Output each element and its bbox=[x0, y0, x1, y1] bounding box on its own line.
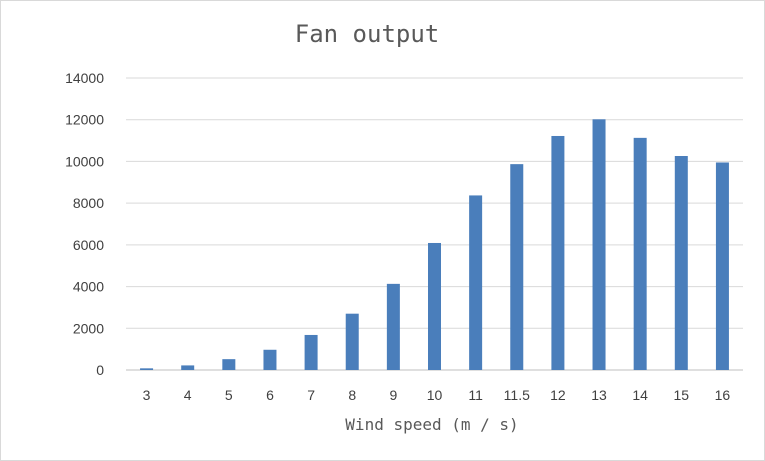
bars bbox=[140, 119, 729, 370]
x-tick-label: 11 bbox=[468, 387, 483, 403]
x-tick-label: 3 bbox=[143, 387, 151, 403]
y-tick-label: 12000 bbox=[65, 112, 104, 128]
y-tick-label: 2000 bbox=[73, 320, 104, 336]
x-tick-label: 16 bbox=[715, 387, 731, 403]
bar-7 bbox=[304, 334, 318, 370]
bar-12 bbox=[551, 135, 565, 370]
x-tick-label: 4 bbox=[184, 387, 192, 403]
bar-8 bbox=[345, 313, 359, 370]
bar-14 bbox=[633, 137, 647, 370]
y-tick-label: 14000 bbox=[65, 70, 104, 86]
bar-4 bbox=[181, 365, 195, 370]
bar-6 bbox=[263, 349, 277, 370]
y-tick-label: 6000 bbox=[73, 237, 104, 253]
bar-16 bbox=[715, 162, 729, 370]
x-tick-label: 13 bbox=[591, 387, 607, 403]
x-tick-label: 6 bbox=[266, 387, 274, 403]
x-tick-label: 11.5 bbox=[504, 387, 530, 403]
bar-11.5 bbox=[510, 164, 524, 370]
bar-3 bbox=[140, 368, 154, 370]
chart-title: Fan output bbox=[295, 20, 440, 48]
bar-9 bbox=[386, 283, 400, 370]
x-tick-label: 15 bbox=[674, 387, 690, 403]
y-tick-label: 8000 bbox=[73, 195, 104, 211]
x-axis-label: Wind speed (m / s) bbox=[345, 415, 518, 434]
bar-11 bbox=[469, 195, 483, 370]
x-axis-ticks: 3 4 5 6 7 8 9 10 11 11.5 12 13 14 15 16 bbox=[143, 387, 731, 403]
x-tick-label: 7 bbox=[307, 387, 315, 403]
y-tick-label: 0 bbox=[96, 362, 104, 378]
x-tick-label: 14 bbox=[632, 387, 648, 403]
bar-5 bbox=[222, 359, 236, 370]
y-axis-ticks: 0 2000 4000 6000 8000 10000 12000 14000 bbox=[65, 70, 104, 378]
x-tick-label: 9 bbox=[389, 387, 397, 403]
bar-15 bbox=[674, 156, 688, 370]
x-tick-label: 5 bbox=[225, 387, 233, 403]
y-tick-label: 4000 bbox=[73, 279, 104, 295]
x-tick-label: 8 bbox=[348, 387, 356, 403]
y-tick-label: 10000 bbox=[65, 153, 104, 169]
bar-13 bbox=[592, 119, 606, 370]
x-tick-label: 12 bbox=[550, 387, 566, 403]
bar-10 bbox=[428, 242, 441, 370]
x-tick-label: 10 bbox=[427, 387, 443, 403]
